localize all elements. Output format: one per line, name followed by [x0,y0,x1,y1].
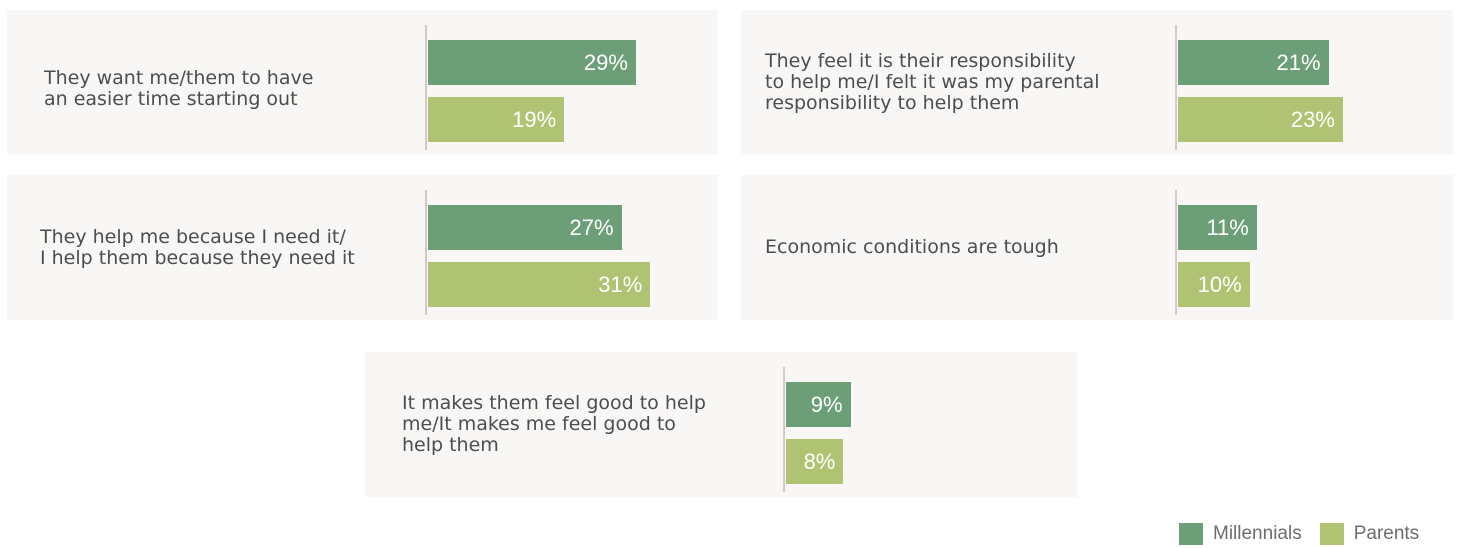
bar-parents: 23% [1178,97,1343,142]
bar-value-label: 29% [583,50,628,75]
bar-value-label: 27% [569,215,614,240]
bar-value-label: 10% [1197,272,1242,297]
chart-panel: They want me/them to have an easier time… [7,10,718,155]
axis-line [425,25,427,150]
category-label: It makes them feel good to help me/It ma… [402,392,706,456]
bar-value-label: 8% [803,449,836,474]
bar-parents: 31% [428,262,651,307]
axis-line [1175,190,1177,315]
bar-value-label: 31% [598,272,643,297]
legend-label-millennials: Millennials [1213,523,1302,544]
axis-line [1175,25,1177,150]
category-label: They help me because I need it/ I help t… [40,225,355,269]
chart-panel: They help me because I need it/ I help t… [7,175,718,320]
bar-value-label: 11% [1206,215,1249,240]
chart-panel: Economic conditions are tough 11% 10% [741,175,1453,320]
chart-panel: They feel it is their responsibility to … [741,10,1453,155]
bar-millennials: 11% [1178,205,1257,250]
axis-line [425,190,427,315]
bar-parents: 10% [1178,262,1250,307]
bar-parents: 8% [786,439,844,484]
bar-millennials: 29% [428,40,636,85]
bar-value-label: 9% [810,392,843,417]
category-label: They feel it is their responsibility to … [765,50,1100,114]
legend: Millennials Parents [1179,520,1459,548]
axis-line [783,367,785,492]
bar-value-label: 19% [512,107,557,132]
bar-millennials: 21% [1178,40,1329,85]
bar-parents: 19% [428,97,565,142]
bar-millennials: 9% [786,382,851,427]
category-label: They want me/them to have an easier time… [44,66,314,110]
bar-value-label: 21% [1276,50,1321,75]
category-label: Economic conditions are tough [765,236,1059,258]
bar-value-label: 23% [1290,107,1335,132]
bar-millennials: 27% [428,205,622,250]
chart-panel: It makes them feel good to help me/It ma… [365,352,1077,497]
legend-swatch-millennials [1179,523,1203,545]
legend-label-parents: Parents [1353,523,1420,544]
legend-swatch-parents [1319,523,1344,545]
